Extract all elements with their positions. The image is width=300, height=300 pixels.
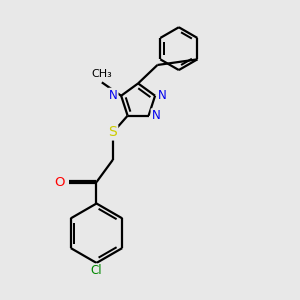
Text: Cl: Cl bbox=[91, 264, 102, 278]
Text: N: N bbox=[152, 109, 160, 122]
Text: CH₃: CH₃ bbox=[92, 69, 112, 80]
Text: N: N bbox=[158, 89, 167, 102]
Text: S: S bbox=[109, 125, 117, 140]
Text: O: O bbox=[54, 176, 65, 189]
Text: N: N bbox=[109, 89, 118, 102]
